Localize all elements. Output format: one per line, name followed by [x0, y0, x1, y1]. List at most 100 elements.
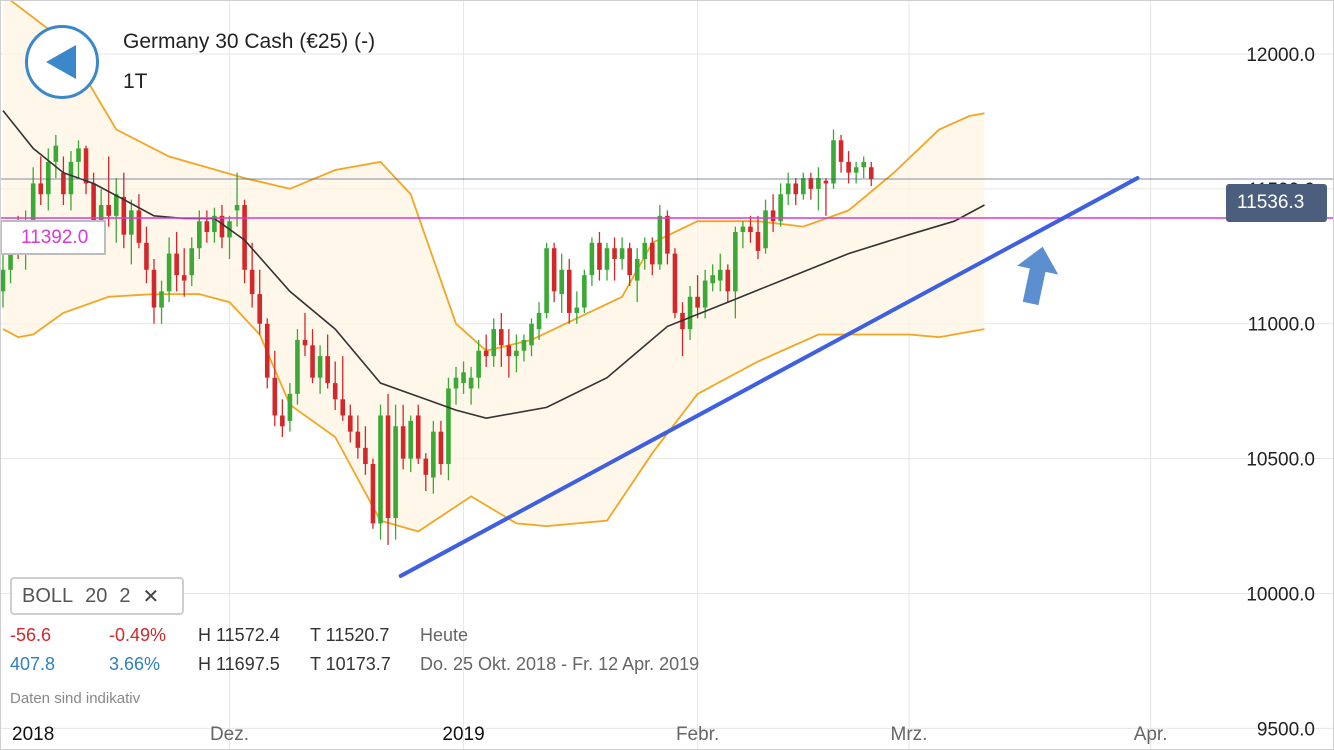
candle-body — [197, 221, 202, 249]
candle-body — [68, 161, 74, 195]
candle-body — [861, 161, 866, 168]
candle-body — [476, 350, 481, 378]
high-value: H 11572.4 — [198, 625, 280, 645]
bollinger-lower-line — [2, 293, 985, 533]
indicator-chip[interactable]: BOLL 20 2 ✕ — [10, 577, 184, 615]
candle-body — [204, 221, 210, 233]
candle-body — [189, 248, 195, 276]
up-arrow-icon — [1017, 246, 1059, 306]
candle-body — [687, 296, 693, 330]
candle-body — [793, 183, 799, 195]
candle-body — [121, 196, 127, 235]
indicator-deviation: 2 — [119, 584, 131, 607]
candle-body — [506, 345, 512, 357]
candle-body — [129, 210, 134, 235]
candle-body — [106, 205, 111, 216]
x-tick-label: Apr. — [1134, 724, 1168, 745]
candle-body — [144, 242, 149, 270]
change-percent: -0.49% — [109, 625, 167, 645]
candle-body — [846, 161, 851, 173]
candle-body — [868, 167, 874, 180]
candle-body — [770, 210, 776, 222]
candle-body — [136, 210, 142, 243]
y-tick-label: 10500.0 — [1246, 450, 1315, 471]
timeframe-label[interactable]: 1T — [123, 70, 148, 93]
candle-body — [551, 248, 557, 292]
candle-body — [38, 183, 44, 195]
candle-body — [717, 269, 723, 281]
candle-body — [408, 420, 413, 459]
candle-body — [219, 215, 225, 238]
candle-body — [740, 226, 746, 233]
candle-body — [98, 205, 104, 222]
candle-body — [166, 253, 172, 292]
indicator-period: 20 — [85, 584, 108, 607]
bollinger-band-fill — [3, 0, 985, 532]
y-tick-label: 12000.0 — [1246, 45, 1315, 66]
up-arrow-shape — [1017, 246, 1059, 306]
candle-body — [446, 388, 451, 465]
candle-body — [340, 399, 346, 416]
candle-body — [30, 183, 36, 222]
candle-body — [378, 415, 383, 524]
y-tick-label: 9500.0 — [1257, 719, 1315, 740]
candle-body — [272, 377, 278, 416]
candle-body — [785, 183, 791, 195]
candle-body — [46, 161, 51, 195]
moving-average-line — [2, 110, 985, 420]
candle-body — [536, 312, 542, 330]
back-button[interactable] — [25, 25, 99, 99]
candle-body — [453, 377, 459, 389]
candle-body — [431, 431, 436, 478]
candle-body — [423, 458, 429, 475]
close-icon[interactable]: ✕ — [142, 585, 160, 608]
candle-body — [370, 464, 376, 524]
current-price-label: 11536.3 — [1226, 184, 1327, 222]
candle-body — [325, 356, 330, 384]
instrument-title: Germany 30 Cash (€25) (-) — [123, 30, 376, 53]
candle-body — [619, 248, 625, 259]
back-arrow-icon — [46, 45, 76, 79]
candle-body — [159, 291, 164, 308]
candle-body — [83, 148, 89, 184]
candle-body — [725, 269, 731, 292]
candle-body — [808, 178, 814, 189]
range-label: Heute — [420, 625, 469, 645]
candle-body — [174, 253, 179, 276]
candle-body — [816, 178, 821, 189]
candle-body — [801, 178, 806, 195]
x-tick-label: 2018 — [12, 724, 54, 745]
candle-body — [582, 275, 587, 308]
candle-body — [514, 350, 519, 357]
candle-body — [234, 205, 240, 211]
candle-body — [642, 242, 648, 259]
candle-body — [491, 329, 497, 357]
candle-body — [212, 215, 217, 233]
candle-body — [650, 242, 655, 265]
candle-body — [264, 323, 270, 378]
candle-body — [280, 415, 285, 427]
candle-body — [559, 269, 564, 295]
x-tick-label: 2019 — [442, 724, 484, 745]
change-percent: 3.66% — [109, 654, 161, 674]
candle-body — [0, 269, 6, 292]
candle-body — [348, 415, 353, 432]
change-value: 407.8 — [10, 654, 56, 674]
candle-body — [597, 242, 602, 270]
candle-body — [748, 226, 753, 233]
candle-body — [657, 215, 663, 265]
change-value: -56.6 — [10, 625, 52, 645]
candle-body — [589, 242, 595, 276]
candle-body — [710, 275, 715, 284]
low-value: T 11520.7 — [310, 625, 390, 645]
candle-body — [838, 140, 844, 162]
candle-body — [468, 377, 474, 389]
candle-body — [831, 140, 836, 184]
candle-body — [242, 205, 247, 270]
candle-body — [393, 426, 398, 518]
candle-body — [778, 194, 783, 222]
candle-body — [499, 329, 504, 346]
candle-body — [332, 383, 338, 400]
